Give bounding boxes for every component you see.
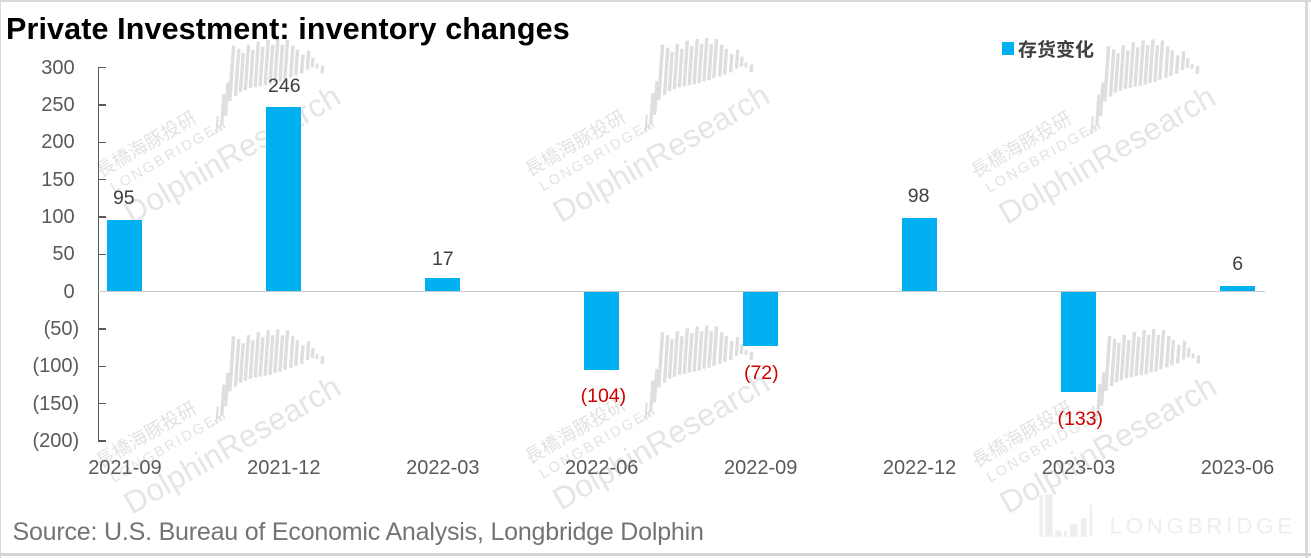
svg-text:LONGBRIDGE: LONGBRIDGE [1110, 514, 1296, 539]
